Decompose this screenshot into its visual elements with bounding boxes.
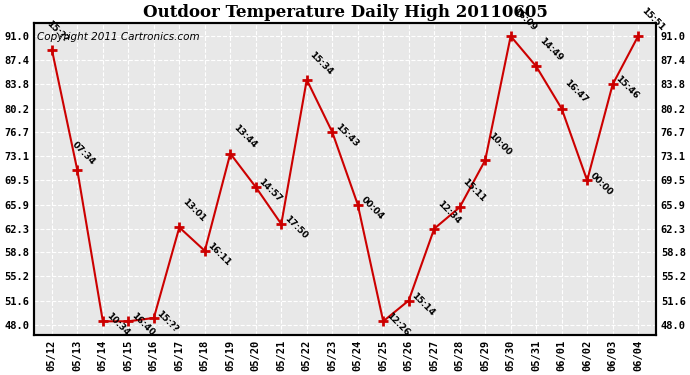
Text: 15:??: 15:?? [44, 19, 70, 44]
Text: 10:00: 10:00 [486, 130, 513, 157]
Text: 12:26: 12:26 [384, 312, 411, 338]
Text: 00:00: 00:00 [589, 171, 615, 197]
Text: 14:49: 14:49 [538, 36, 564, 63]
Text: 12:34: 12:34 [435, 199, 462, 225]
Text: 14:57: 14:57 [257, 177, 284, 204]
Text: 13:44: 13:44 [232, 123, 258, 150]
Text: 15:11: 15:11 [461, 177, 488, 204]
Text: 07:34: 07:34 [70, 140, 97, 167]
Text: 10:34: 10:34 [104, 312, 130, 338]
Text: 15:51: 15:51 [640, 6, 666, 33]
Text: 00:04: 00:04 [359, 195, 386, 221]
Text: 13:01: 13:01 [181, 198, 207, 224]
Text: 16:47: 16:47 [563, 78, 590, 105]
Title: Outdoor Temperature Daily High 20110605: Outdoor Temperature Daily High 20110605 [143, 4, 547, 21]
Text: 15:14: 15:14 [410, 291, 437, 317]
Text: 17:50: 17:50 [282, 214, 309, 241]
Text: 15:46: 15:46 [614, 75, 640, 101]
Text: 16:40: 16:40 [130, 312, 156, 338]
Text: 16:11: 16:11 [206, 241, 233, 268]
Text: 16:09: 16:09 [512, 6, 539, 33]
Text: Copyright 2011 Cartronics.com: Copyright 2011 Cartronics.com [37, 32, 200, 42]
Text: 15:??: 15:?? [155, 309, 180, 335]
Text: 15:34: 15:34 [308, 50, 335, 76]
Text: 15:43: 15:43 [333, 122, 360, 149]
